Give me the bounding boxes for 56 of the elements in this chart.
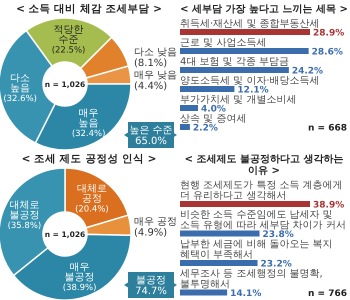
bar (180, 105, 198, 111)
slice-label: 다소 낮음 (134, 46, 178, 58)
data-label: (32.6%) (3, 94, 37, 104)
y-tick-label: 납부한 세금에 비해 돌아오는 복지 혜택이 부족해서 (180, 239, 333, 260)
slice-label: 매우 높음 (78, 108, 99, 129)
data-label: (20.4%) (75, 204, 109, 214)
data-label: (35.8%) (8, 221, 42, 232)
chart-title: < 세부담 가장 높다고 느끼는 세목 > (180, 4, 348, 15)
data-label: 24.2% (292, 66, 324, 76)
annotation: n = 766 (308, 289, 347, 299)
data-label: 12.1% (237, 86, 269, 96)
slice-label: 적당한 수준 (54, 24, 84, 46)
data-label: 23.8% (262, 230, 294, 240)
y-tick-label: 비슷한 소득 수준임에도 납세자 및 소득 유형에 따라 세부담 차이가 커서 (180, 210, 346, 231)
y-tick-label: 근로 및 사업소득세 (180, 38, 266, 48)
data-label: 28.6% (312, 48, 343, 58)
data-label: 14.1% (230, 289, 262, 299)
slice-label: 매우 불공정 (64, 262, 95, 284)
y-tick-label: 세무조사 등 조세행정의 불명확, 불투명해서 (180, 268, 323, 290)
data-label: 38.9% (313, 200, 344, 210)
bar (180, 48, 309, 54)
bar (180, 260, 258, 266)
annotation: n = 668 (308, 124, 347, 134)
data-label: 23.2% (260, 260, 292, 270)
bar (180, 124, 190, 130)
data-label: 28.9% (313, 28, 344, 38)
bar (180, 86, 234, 92)
y-tick-label: 취득세·재산세 및 종합부동산세 (180, 18, 320, 30)
bar (180, 230, 260, 236)
data-label: (22.5%) (52, 46, 86, 56)
text: 높은 수준 65.0% (129, 125, 173, 147)
y-tick-label: 상속 및 증여세 (180, 114, 246, 124)
y-tick-label: 부가가치세 및 개별소비세 (180, 94, 296, 106)
data-label: (4.4%) (134, 80, 168, 92)
bar (180, 201, 310, 207)
chart-title: < 조세제도 불공정하다고 생각하는 이유 > (184, 154, 344, 176)
bar (180, 290, 228, 296)
chart-title: < 소득 대비 체감 조세부담 > (16, 3, 162, 15)
slice-label: 매우 공정 (134, 216, 178, 228)
slice-label: 대체로 불공정 (9, 200, 40, 222)
data-label: (4.9%) (134, 227, 168, 238)
slice-label: 다소 높음 (10, 73, 30, 94)
data-label: (8.1%) (134, 58, 168, 69)
slice-label: 대체로 공정 (76, 183, 107, 204)
bar (180, 67, 289, 73)
y-tick-label: 현행 조세제도가 특정 소득 계층에게 더 유리하다고 생각해서 (180, 180, 343, 202)
y-tick-label: 4대 보험 및 각종 부담금 (180, 56, 290, 68)
text: 불공정 74.7% (135, 275, 167, 297)
data-label: 2.2% (192, 124, 218, 134)
slice-label: 매우 낮음 (134, 70, 178, 81)
data-label: 4.0% (200, 104, 226, 114)
y-tick-label: 양도소득세 및 이자·배당소득세 (180, 76, 320, 86)
chart-title: < 조세 제도 공정성 인식 > (22, 153, 156, 165)
bar (180, 29, 310, 35)
data-label: (32.4%) (72, 128, 106, 139)
data-label: (38.9%) (62, 283, 96, 294)
